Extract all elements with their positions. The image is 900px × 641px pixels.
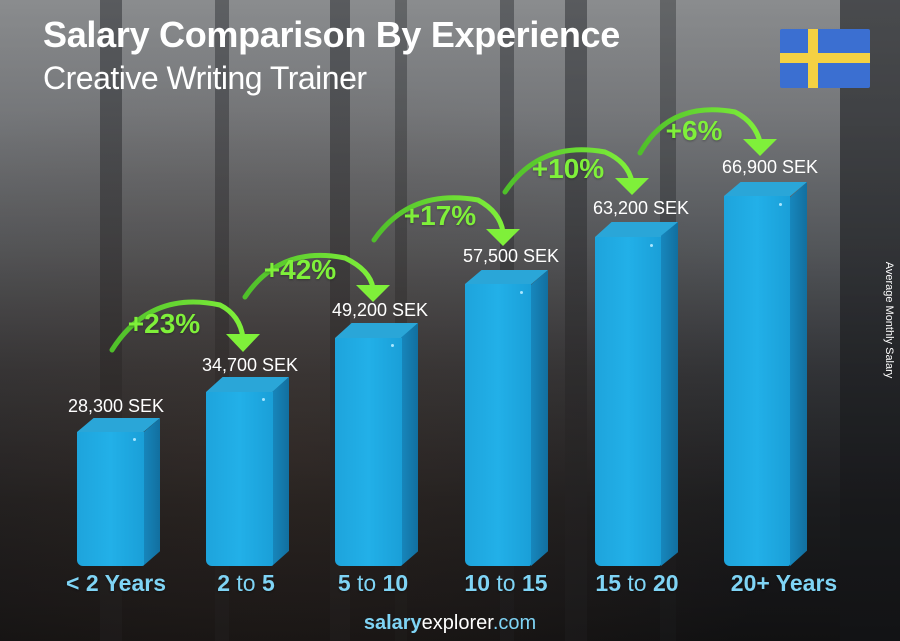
background-window-frame <box>565 0 587 641</box>
bar-value-label: 57,500 SEK <box>462 246 560 266</box>
category-label: 20+ Years <box>730 570 838 596</box>
category-label: < 2 Years <box>66 570 166 596</box>
category-label: 10 to 15 <box>464 570 548 596</box>
bar-value-label: 34,700 SEK <box>201 355 299 375</box>
site-brand: salaryexplorer.com <box>363 612 537 634</box>
category-label: 5 to 10 <box>337 570 409 596</box>
increase-percent: +10% <box>531 153 605 184</box>
background-window-frame <box>840 0 900 641</box>
increase-percent: +6% <box>665 115 723 146</box>
increase-percent: +23% <box>127 308 201 339</box>
category-label: 15 to 20 <box>595 570 679 596</box>
bar-2to5 <box>206 377 290 566</box>
bar-5to10 <box>335 323 419 566</box>
bar-value-label: 28,300 SEK <box>67 396 165 416</box>
bar-value-label: 63,200 SEK <box>592 198 690 218</box>
sweden-flag-icon <box>780 29 870 88</box>
category-label: 2 to 5 <box>217 570 275 596</box>
bar-value-label: 49,200 SEK <box>331 300 429 320</box>
bar-15to20 <box>595 222 679 566</box>
bar-value-label: 66,900 SEK <box>721 157 819 177</box>
chart-subtitle: Creative Writing Trainer <box>43 60 367 96</box>
bar-20plus <box>724 182 808 566</box>
bar-lt2 <box>77 418 161 566</box>
bar-10to15 <box>465 270 549 566</box>
chart-title: Salary Comparison By Experience <box>43 14 620 55</box>
increase-percent: +42% <box>263 254 337 285</box>
increase-percent: +17% <box>403 200 477 231</box>
